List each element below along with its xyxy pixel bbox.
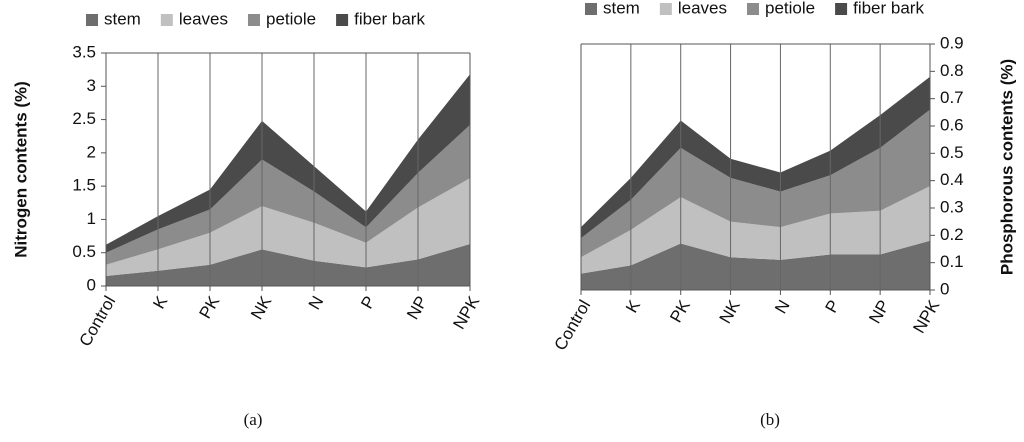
x-tick-label: NPK (909, 296, 943, 336)
y-tick-label: 3.5 (72, 42, 96, 61)
y-tick-label: 2.5 (72, 109, 96, 128)
legend-swatch (585, 3, 597, 15)
legend-label: stem (603, 0, 640, 17)
y-tick-label: 0.4 (940, 170, 964, 189)
legend-label: petiole (266, 9, 316, 28)
legend-label: leaves (179, 9, 228, 28)
y-tick-label: 0.7 (940, 88, 964, 107)
x-tick-label: NP (865, 297, 893, 327)
x-tick-label: PK (666, 296, 694, 326)
y-tick-label: 0.8 (940, 61, 964, 80)
y-tick-label: 0 (940, 279, 949, 298)
legend-swatch (160, 14, 173, 26)
y-tick-label: 0.5 (72, 242, 96, 261)
x-tick-label: N (771, 297, 794, 317)
y-tick-label: 0.6 (940, 115, 964, 134)
area (106, 74, 470, 253)
legend-swatch (336, 14, 349, 26)
y-tick-label: 0.9 (940, 33, 964, 52)
area (106, 244, 470, 286)
x-tick-label: Control (550, 297, 594, 354)
x-tick-label: PK (196, 292, 224, 322)
y-tick-label: 0.2 (940, 225, 964, 244)
y-tick-label: 2 (87, 142, 96, 161)
area (581, 76, 930, 239)
y-tick-label: 0 (87, 275, 96, 294)
area (106, 124, 470, 265)
x-tick-label: K (622, 296, 644, 316)
x-tick-label: N (305, 293, 328, 313)
legend-swatch (659, 3, 672, 15)
x-tick-label: NK (716, 296, 745, 327)
area (581, 109, 930, 258)
caption: (a) (244, 410, 263, 429)
legend-label: petiole (765, 0, 815, 17)
area (581, 186, 930, 274)
y-axis-label: Phosphorous contents (%) (997, 59, 1016, 275)
legend-swatch (835, 3, 848, 15)
x-tick-label: P (822, 297, 844, 316)
y-tick-label: 1.5 (72, 176, 96, 195)
legend-swatch (746, 3, 759, 15)
x-tick-label: NK (247, 292, 276, 323)
y-tick-label: 1 (87, 209, 96, 228)
x-tick-label: NP (403, 293, 431, 323)
x-tick-label: Control (75, 293, 119, 350)
legend-swatch (86, 14, 98, 26)
legend-label: leaves (678, 0, 727, 17)
caption: (b) (760, 410, 780, 429)
y-tick-label: 0.3 (940, 197, 964, 216)
y-tick-label: 0.5 (940, 143, 964, 162)
area (581, 240, 930, 290)
legend-label: fiber bark (853, 0, 924, 17)
y-axis-label: Nitrogen contents (%) (11, 81, 30, 258)
x-tick-label: P (357, 293, 379, 312)
legend-label: fiber bark (354, 9, 425, 28)
x-tick-label: K (149, 292, 171, 312)
legend-label: stem (104, 9, 141, 28)
x-tick-label: NPK (449, 292, 483, 332)
y-tick-label: 3 (87, 76, 96, 95)
area (106, 178, 470, 277)
legend-swatch (247, 14, 260, 26)
y-tick-label: 0.1 (940, 252, 964, 271)
